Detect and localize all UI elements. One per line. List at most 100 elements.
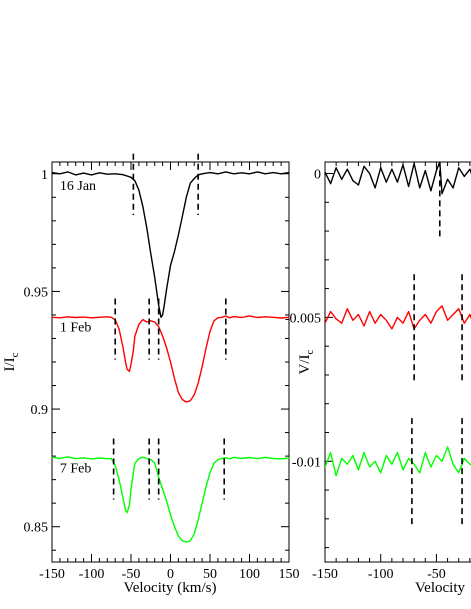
data-point xyxy=(51,316,53,318)
data-point xyxy=(162,335,164,337)
data-point xyxy=(91,174,92,176)
data-point xyxy=(447,178,449,180)
data-point xyxy=(408,457,410,459)
data-point xyxy=(189,400,191,402)
data-point xyxy=(91,458,92,460)
x-tick-label: 50 xyxy=(203,567,217,582)
data-point xyxy=(374,322,376,324)
data-point xyxy=(75,317,77,319)
data-point xyxy=(128,505,130,507)
data-point xyxy=(128,370,130,372)
y-axis-label-subscript: c xyxy=(304,349,316,354)
data-point xyxy=(256,317,258,319)
data-point xyxy=(280,173,282,175)
data-point xyxy=(163,305,165,307)
data-point xyxy=(413,162,415,164)
series-line-16-jan xyxy=(325,162,471,195)
data-point xyxy=(335,318,337,320)
data-point xyxy=(458,308,460,310)
x-tick-label: -100 xyxy=(79,567,105,582)
data-point xyxy=(173,250,175,252)
data-point xyxy=(463,175,465,177)
data-point xyxy=(241,457,243,459)
data-point xyxy=(335,167,337,169)
data-point xyxy=(98,457,100,459)
data-point xyxy=(424,170,426,172)
data-point xyxy=(193,177,195,179)
data-point xyxy=(158,326,160,328)
data-point xyxy=(197,519,199,521)
data-point xyxy=(217,317,219,319)
data-point xyxy=(201,502,203,504)
data-point xyxy=(430,190,432,192)
y-axis-label-group: V/Ic xyxy=(297,349,316,374)
data-point xyxy=(154,321,156,323)
y-axis-label-main: V/I xyxy=(297,354,313,374)
data-point xyxy=(185,401,187,403)
data-point xyxy=(162,314,164,316)
data-point xyxy=(221,457,223,459)
data-point xyxy=(447,319,449,321)
data-point xyxy=(447,446,449,448)
intensity-panel: -150 -100 -50 0 50 100 150 0.85 0.9 0.95 1 Velocity… xyxy=(2,153,300,596)
data-point xyxy=(106,173,108,175)
series-line-1-feb xyxy=(325,305,471,330)
data-point xyxy=(256,458,258,460)
data-point xyxy=(385,319,387,321)
data-point xyxy=(325,171,326,173)
data-point xyxy=(130,176,132,178)
data-point xyxy=(396,181,398,183)
data-point xyxy=(330,183,332,185)
data-point xyxy=(177,234,179,236)
data-point xyxy=(233,316,235,318)
y-tick-label: 0.9 xyxy=(31,403,49,418)
data-point xyxy=(458,472,460,474)
data-point xyxy=(352,455,354,457)
data-point xyxy=(325,466,326,468)
data-point xyxy=(83,457,85,459)
data-point xyxy=(150,459,152,461)
data-point xyxy=(162,488,164,490)
data-point xyxy=(402,322,404,324)
data-point xyxy=(177,535,179,537)
x-tick-label: -150 xyxy=(312,567,338,582)
data-point xyxy=(363,325,365,327)
data-point xyxy=(225,171,227,173)
x-axis-label: Velocity (km/s) xyxy=(124,580,217,596)
data-point xyxy=(122,347,124,349)
data-point xyxy=(264,173,266,175)
x-tick-label: -50 xyxy=(427,567,446,582)
data-layer xyxy=(325,162,471,525)
data-point xyxy=(118,328,120,330)
data-point xyxy=(209,472,211,474)
data-point xyxy=(122,174,124,176)
data-point xyxy=(67,316,69,318)
data-point xyxy=(98,172,100,174)
data-point xyxy=(352,319,354,321)
data-point xyxy=(83,316,85,318)
data-point xyxy=(241,317,243,319)
y-axis-label: I/Ic xyxy=(2,352,21,371)
data-point xyxy=(435,311,437,313)
data-point xyxy=(213,320,215,322)
data-point xyxy=(221,316,223,318)
data-point xyxy=(249,457,250,459)
data-point xyxy=(272,172,274,174)
data-point xyxy=(201,173,203,175)
data-point xyxy=(205,486,207,488)
y-tick-label: -0.01 xyxy=(292,455,321,470)
data-point xyxy=(374,187,376,189)
data-point xyxy=(114,173,116,175)
x-tick-label: 100 xyxy=(239,567,260,582)
y-tick-label: 0 xyxy=(314,168,321,183)
data-point xyxy=(369,466,371,468)
data-point xyxy=(341,457,343,459)
data-point xyxy=(225,315,227,317)
data-point xyxy=(341,322,343,324)
data-point xyxy=(181,399,183,401)
data-point xyxy=(170,361,171,363)
data-point xyxy=(380,314,382,316)
series-line-16-jan xyxy=(51,171,290,318)
data-point xyxy=(346,308,348,310)
